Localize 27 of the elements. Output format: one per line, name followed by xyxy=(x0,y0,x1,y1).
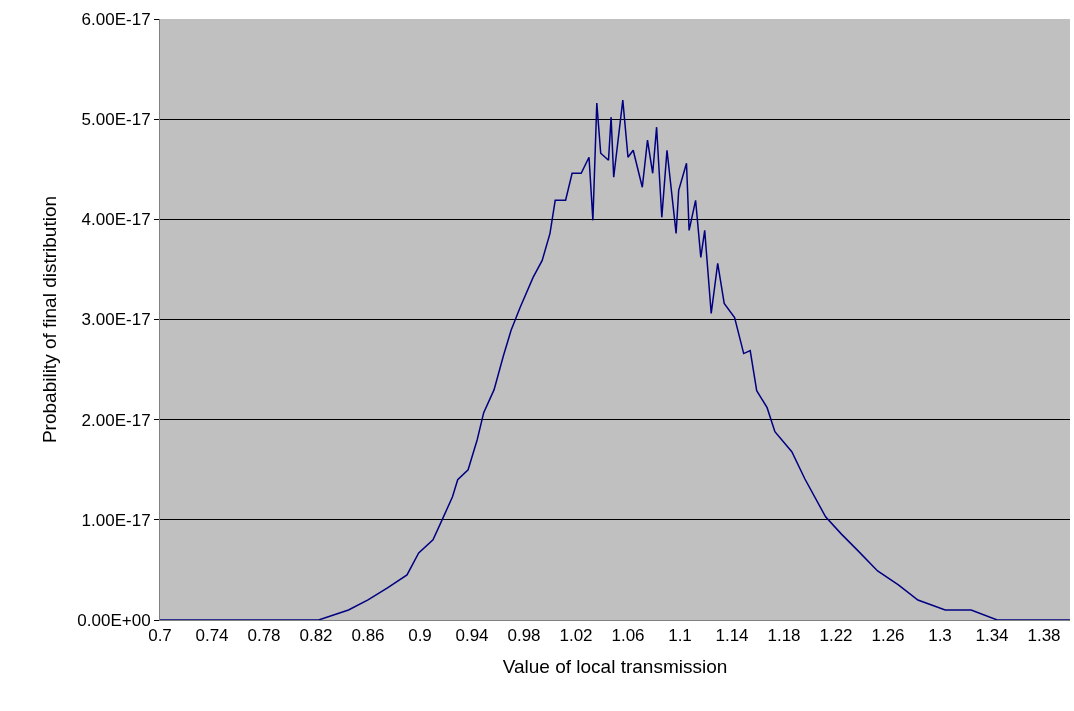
x-tick-label: 1.26 xyxy=(871,626,905,646)
x-tick-label: 1.02 xyxy=(559,626,593,646)
x-tick-label: 0.86 xyxy=(351,626,385,646)
x-axis-title: Value of local transmission xyxy=(502,656,728,678)
y-tick-label: 6.00E-17 xyxy=(81,9,151,29)
y-axis-title: Probability of final distribution xyxy=(39,195,61,444)
y-tick-label: 4.00E-17 xyxy=(81,210,151,230)
x-tick-label: 0.98 xyxy=(507,626,541,646)
x-tick-label: 1.22 xyxy=(819,626,853,646)
x-tick-label: 1.18 xyxy=(767,626,801,646)
x-tick-label: 1.06 xyxy=(611,626,645,646)
x-tick-label: 0.9 xyxy=(408,626,432,646)
x-tick-label: 0.78 xyxy=(247,626,281,646)
x-tick-label: 1.38 xyxy=(1027,626,1061,646)
x-tick-label: 0.82 xyxy=(299,626,333,646)
x-tick-label: 0.7 xyxy=(148,626,172,646)
x-tick-label: 0.74 xyxy=(195,626,229,646)
y-tick-label: 3.00E-17 xyxy=(81,310,151,330)
x-tick-label: 1.3 xyxy=(928,626,952,646)
x-tick-label: 1.34 xyxy=(975,626,1009,646)
y-tick-label: 0.00E+00 xyxy=(77,610,151,630)
y-tick-label: 1.00E-17 xyxy=(81,510,151,530)
x-tick-label: 0.94 xyxy=(455,626,489,646)
x-tick-label: 1.1 xyxy=(668,626,692,646)
y-tick-label: 2.00E-17 xyxy=(81,410,151,430)
y-tick-label: 5.00E-17 xyxy=(81,110,151,130)
x-tick-label: 1.14 xyxy=(715,626,749,646)
